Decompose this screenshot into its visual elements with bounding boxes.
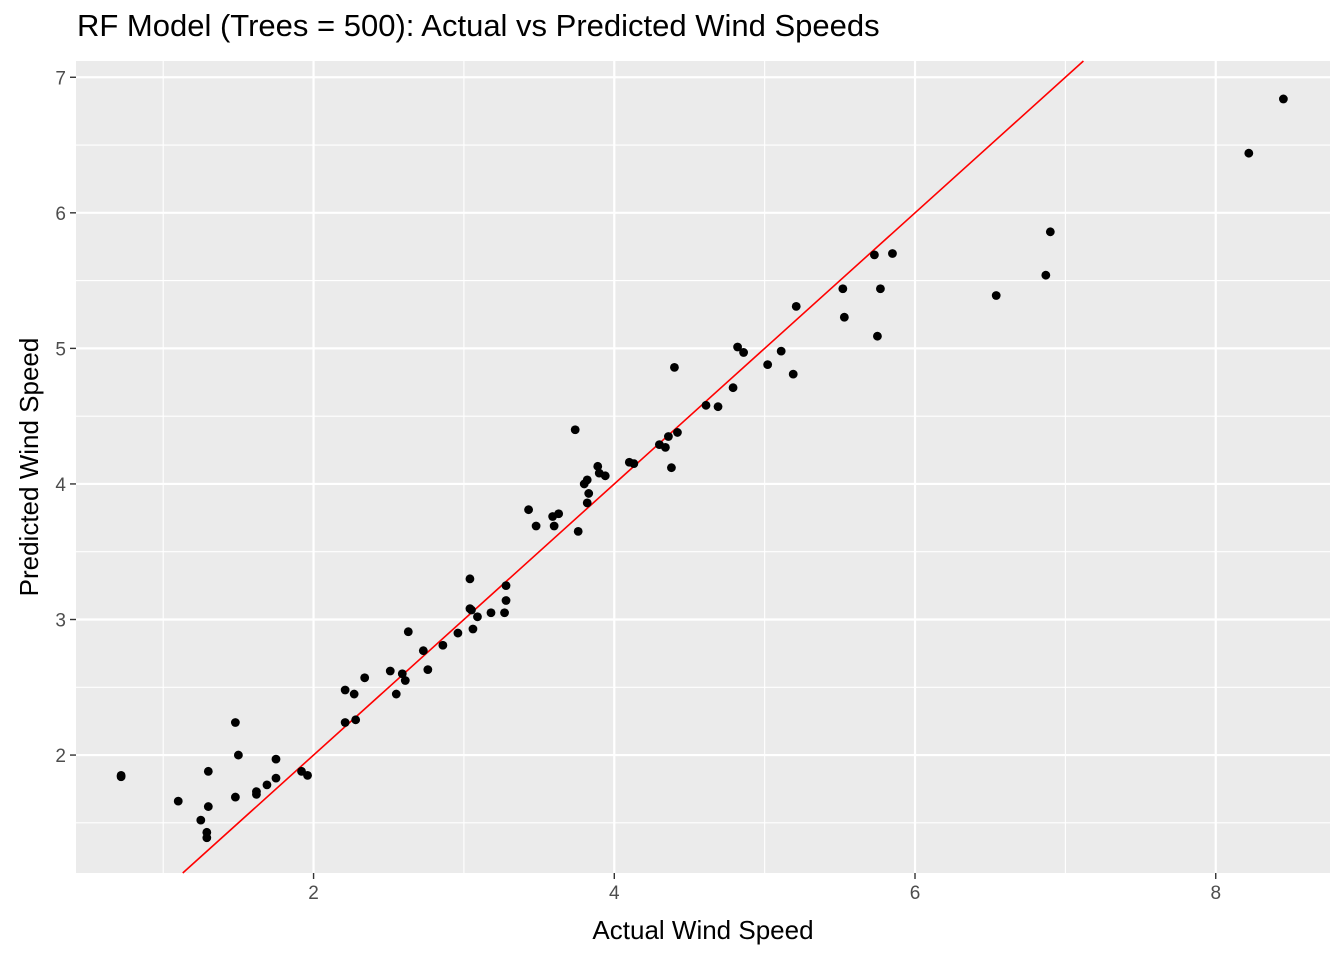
chart-title: RF Model (Trees = 500): Actual vs Predic… [77,8,880,43]
data-point [1045,227,1055,237]
data-point [230,718,240,727]
data-point [385,666,395,676]
data-point [670,362,679,372]
data-point [728,383,738,393]
y-axis-title: Predicted Wind Speed [14,338,44,597]
data-point [465,574,475,584]
data-point [351,715,361,725]
data-point [360,673,370,683]
data-point [573,526,583,536]
x-tick-label: 6 [910,883,921,904]
data-point [664,432,673,441]
y-tick-label: 4 [55,475,66,496]
data-point [763,360,773,370]
data-point [582,475,592,485]
data-point [570,425,580,435]
data-point [173,796,183,806]
data-point [629,459,639,469]
data-point [713,402,723,412]
data-point [1278,94,1288,104]
data-points [116,94,1288,843]
data-point [453,628,463,638]
data-point [262,780,272,790]
data-point [438,640,448,650]
y-tick-label: 5 [55,339,66,360]
minor-gridlines [76,61,1330,873]
data-point [582,498,592,508]
data-point [467,605,476,615]
plot-panel [76,61,1330,873]
data-point [203,802,213,811]
data-point [230,792,240,802]
data-point [673,428,682,437]
x-axis-ticks: 2 4 6 8 [308,873,1221,904]
data-point [524,505,533,515]
data-point [233,750,243,760]
data-point [739,348,748,357]
data-point [701,400,711,410]
data-point [1244,148,1254,158]
y-tick-label: 6 [55,204,66,225]
data-point [584,489,594,498]
data-point [202,833,212,843]
data-point [271,773,281,783]
data-point [400,676,410,685]
data-point [788,369,798,379]
data-point [661,442,670,452]
data-point [403,627,413,637]
data-point [888,249,897,258]
data-point [991,291,1001,300]
data-point [593,461,603,471]
data-point [468,624,478,634]
data-point [486,608,496,618]
data-point [870,250,879,260]
data-point [196,815,206,825]
data-point [600,471,610,481]
data-point [839,312,849,322]
x-axis-title: Actual Wind Speed [592,915,813,945]
y-tick-label: 7 [55,68,66,89]
data-point [340,685,350,695]
data-point [203,766,213,776]
data-point [423,665,433,675]
y-axis-ticks: 2 3 4 5 6 7 [55,68,76,767]
data-point [418,646,428,656]
y-tick-label: 2 [55,746,66,767]
data-point [501,581,511,591]
x-tick-label: 2 [308,883,319,904]
major-gridlines [76,61,1330,873]
data-point [303,770,312,780]
data-point [549,521,559,531]
y-tick-label: 3 [55,611,66,632]
data-point [116,770,126,780]
data-point [340,718,350,727]
data-point [252,787,261,797]
data-point [1041,270,1051,280]
data-point [473,612,482,622]
data-point [791,301,801,311]
data-point [397,669,407,679]
x-tick-label: 4 [609,883,620,904]
data-point [391,689,401,699]
data-point [667,463,676,473]
data-point [271,754,281,764]
data-point [838,284,848,294]
x-tick-label: 8 [1210,883,1221,904]
data-point [531,521,541,531]
data-point [500,608,509,618]
data-point [349,689,359,699]
data-point [776,346,786,356]
data-point [733,342,742,352]
data-point [876,284,885,294]
data-point [554,509,564,519]
data-point [873,331,882,341]
data-point [501,596,511,605]
